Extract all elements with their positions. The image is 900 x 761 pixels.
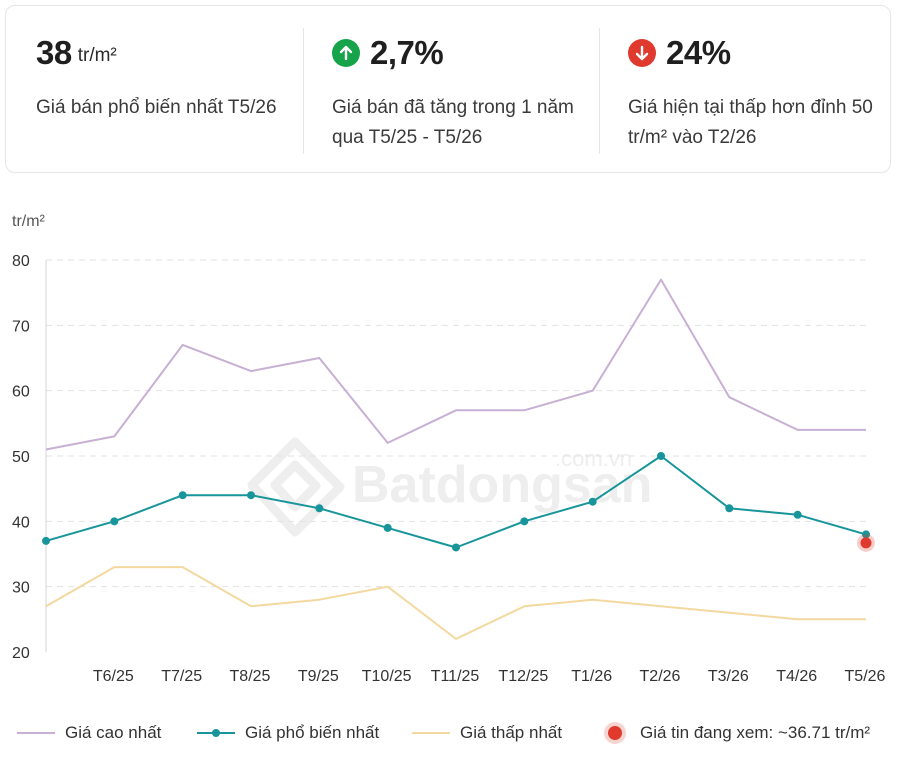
x-tick-label: T12/25 [498,668,548,685]
data-point [793,510,802,519]
typical-price-value: 38 [36,34,72,71]
divider [303,28,304,154]
legend-item-highest[interactable]: Giá cao nhất [17,718,161,748]
x-tick-label: T1/26 [571,668,612,685]
y-tick-label: 20 [12,645,30,662]
watermark-suffix: .com.vn [555,446,632,471]
x-tick-label: T3/26 [708,668,749,685]
watermark: Batdongsan .com.vn [247,437,652,537]
y-axis: 20 30 40 50 60 70 80 [12,253,30,662]
current-listing-point [860,537,872,549]
x-tick-label: T11/25 [431,668,480,685]
data-point [383,523,392,532]
watermark-text: Batdongsan [352,456,652,514]
yearly-change-stat: 2,7% Giá bán đã tăng trong 1 năm qua T5/… [332,6,594,172]
legend-line-swatch [412,732,450,734]
series-group [42,278,875,640]
legend-dot [212,729,220,737]
legend-label-current-listing: Giá tin đang xem: ~36.71 tr/m² [640,723,871,742]
x-tick-label: T5/26 [845,668,886,685]
yearly-change-desc: Giá bán đã tăng trong 1 năm qua T5/25 - … [332,97,574,148]
legend: Giá cao nhất Giá phổ biến nhất Giá thấp … [0,718,900,748]
price-chart: Batdongsan .com.vn tr/m² 20304050607080 … [12,213,886,685]
yearly-change-value: 2,7% [370,34,444,71]
data-point [862,530,870,539]
grid [45,259,866,652]
data-point [178,491,187,500]
typical-price-unit: tr/m² [77,45,117,66]
data-point [247,491,255,500]
data-point [42,536,50,545]
price-summary-card: 38 tr/m² Giá bán phổ biến nhất T5/26 2,7… [5,5,891,173]
typical-price-stat: 38 tr/m² Giá bán phổ biến nhất T5/26 [36,6,298,172]
x-tick-label: T7/25 [161,668,202,685]
y-tick-label: 30 [12,580,30,597]
legend-label-typical: Giá phổ biến nhất [245,723,380,742]
x-tick-label: T6/25 [93,668,134,685]
yearly-change-head: 2,7% [332,34,444,72]
legend-label-highest: Giá cao nhất [65,723,162,742]
y-tick-label: 70 [12,318,30,335]
typical-price-desc: Giá bán phổ biến nhất T5/26 [36,97,277,118]
current-listing-dot [608,726,622,740]
from-peak-head: 24% [628,34,731,72]
data-point [452,543,460,552]
data-point [725,504,734,513]
x-axis: T6/25 T7/25 T8/25 T9/25 T10/25 T11/25 T12/25 T1… [93,668,886,685]
arrow-down-icon [628,39,656,67]
from-peak-desc: Giá hiện tại thấp hơn đỉnh 50 tr/m² vào … [628,97,873,148]
arrow-up-icon [332,39,360,67]
y-tick-label: 40 [12,514,30,531]
y-axis-title: tr/m² [12,213,46,230]
legend-item-current-listing: Giá tin đang xem: ~36.71 tr/m² [604,718,870,748]
y-tick-label: 80 [12,253,30,270]
x-tick-label: T2/26 [640,668,681,685]
x-tick-label: T4/26 [776,668,817,685]
x-tick-label: T8/25 [230,668,271,685]
series-line-highest [45,278,866,451]
from-peak-stat: 24% Giá hiện tại thấp hơn đỉnh 50 tr/m² … [628,6,890,172]
data-point [657,452,665,460]
legend-line-swatch [17,732,55,734]
y-tick-label: 60 [12,384,30,401]
legend-item-typical[interactable]: Giá phổ biến nhất [197,718,379,748]
data-point [110,517,119,526]
y-tick-label: 50 [12,449,30,466]
typical-price-head: 38 tr/m² [36,34,117,72]
x-tick-label: T9/25 [298,668,339,685]
series-line-lowest [45,566,866,640]
divider [599,28,600,154]
from-peak-value: 24% [666,34,731,71]
data-point [520,517,529,526]
x-tick-label: T10/25 [362,668,412,685]
legend-item-lowest[interactable]: Giá thấp nhất [412,718,562,748]
legend-line-swatch [197,729,235,737]
legend-label-lowest: Giá thấp nhất [460,723,563,742]
data-point [588,497,597,506]
data-point [315,504,324,513]
